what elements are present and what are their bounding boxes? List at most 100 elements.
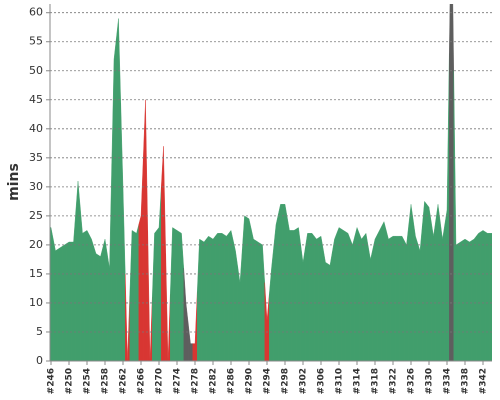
area-segment xyxy=(192,291,198,361)
area-segment xyxy=(422,200,427,361)
area-segment xyxy=(350,236,355,361)
area-segment xyxy=(98,247,103,361)
y-tick-label: 10 xyxy=(29,296,43,309)
area-segment xyxy=(80,207,85,361)
area-segment xyxy=(215,233,220,361)
area-segment xyxy=(129,230,135,361)
x-tick-label: #246 xyxy=(47,368,57,394)
area-segment xyxy=(287,217,292,361)
y-tick-label: 40 xyxy=(29,122,43,135)
x-tick-label: #326 xyxy=(407,368,417,394)
y-tick-label: 15 xyxy=(29,267,43,280)
x-tick-label: #274 xyxy=(173,368,183,394)
area-segment xyxy=(246,216,252,361)
area-segment xyxy=(476,231,481,361)
area-segment xyxy=(138,157,144,361)
area-segment xyxy=(251,228,256,361)
area-segment xyxy=(53,239,58,361)
area-segment xyxy=(179,231,184,361)
area-segment xyxy=(305,233,310,361)
area-segment xyxy=(458,240,463,361)
area-segment xyxy=(147,230,153,361)
x-tick-label: #302 xyxy=(299,368,309,394)
area-segment xyxy=(107,163,112,361)
area-segment xyxy=(273,214,279,361)
area-segment xyxy=(75,181,81,361)
area-segment xyxy=(327,252,333,361)
area-segment xyxy=(444,53,450,361)
area-segment xyxy=(219,233,225,361)
area-segment xyxy=(89,234,94,361)
area-segment xyxy=(165,253,171,361)
area-segment xyxy=(359,233,364,361)
area-segment xyxy=(413,220,418,361)
area-segment xyxy=(372,234,378,361)
area-segment xyxy=(237,249,243,361)
y-tick-label: 45 xyxy=(29,93,43,106)
area-segment xyxy=(296,227,301,361)
y-tick-label: 55 xyxy=(29,35,43,48)
area-segment xyxy=(431,220,436,361)
x-tick-label: #310 xyxy=(335,368,345,394)
y-tick-label: 60 xyxy=(29,6,43,19)
area-segment xyxy=(50,227,54,361)
area-segment xyxy=(354,226,360,361)
x-tick-label: #306 xyxy=(317,368,327,394)
area-segment xyxy=(363,232,369,361)
area-segment xyxy=(224,232,229,361)
area-segment xyxy=(57,245,63,361)
area-segment xyxy=(120,102,126,361)
x-tick-label: #342 xyxy=(479,368,489,394)
area-segment xyxy=(201,238,207,361)
area-segment xyxy=(66,241,72,361)
area-segment xyxy=(188,323,193,361)
x-tick-label: #282 xyxy=(209,368,219,394)
y-tick-label: 0 xyxy=(36,354,43,367)
x-tick-label: #254 xyxy=(83,368,93,394)
area-segment xyxy=(125,273,130,361)
x-tick-label: #298 xyxy=(281,368,291,394)
x-tick-label: #286 xyxy=(227,368,237,394)
area-segment xyxy=(228,229,234,361)
area-segment xyxy=(368,246,373,361)
x-tick-label: #294 xyxy=(263,368,273,394)
area-segment xyxy=(440,221,445,361)
area-segment xyxy=(291,228,297,361)
plot-area xyxy=(50,4,492,361)
area-segment xyxy=(183,268,189,361)
area-segment xyxy=(269,246,274,361)
y-tick-label: 50 xyxy=(29,64,43,77)
area-segment xyxy=(386,230,391,361)
area-segment xyxy=(278,204,283,361)
x-tick-label: #266 xyxy=(137,368,147,394)
area-segment xyxy=(282,204,288,361)
area-segment xyxy=(435,204,441,361)
x-tick-label: #334 xyxy=(443,368,453,394)
x-tick-label: #258 xyxy=(101,368,111,394)
area-segment xyxy=(134,224,139,361)
area-segment xyxy=(102,239,108,361)
area-segment xyxy=(467,240,472,361)
area-segment xyxy=(206,235,211,361)
area-segment xyxy=(197,238,202,361)
area-segment xyxy=(62,243,67,361)
area-segment xyxy=(242,215,247,361)
area-segment xyxy=(111,38,117,361)
y-tick-label: 25 xyxy=(29,209,43,222)
area-segment xyxy=(336,227,342,361)
area-segment xyxy=(341,228,346,361)
x-tick-label: #318 xyxy=(371,368,381,394)
area-segment xyxy=(480,230,486,361)
y-tick-label: 20 xyxy=(29,238,43,251)
area-segment xyxy=(399,235,405,361)
x-tick-label: #338 xyxy=(461,368,471,394)
x-tick-label: #270 xyxy=(155,368,165,394)
y-tick-label: 30 xyxy=(29,180,43,193)
area-segment xyxy=(408,204,414,361)
area-segment xyxy=(116,18,121,361)
area-segment xyxy=(255,240,261,361)
area-segment xyxy=(395,235,400,361)
area-segment xyxy=(318,235,324,361)
area-segment xyxy=(345,231,351,361)
